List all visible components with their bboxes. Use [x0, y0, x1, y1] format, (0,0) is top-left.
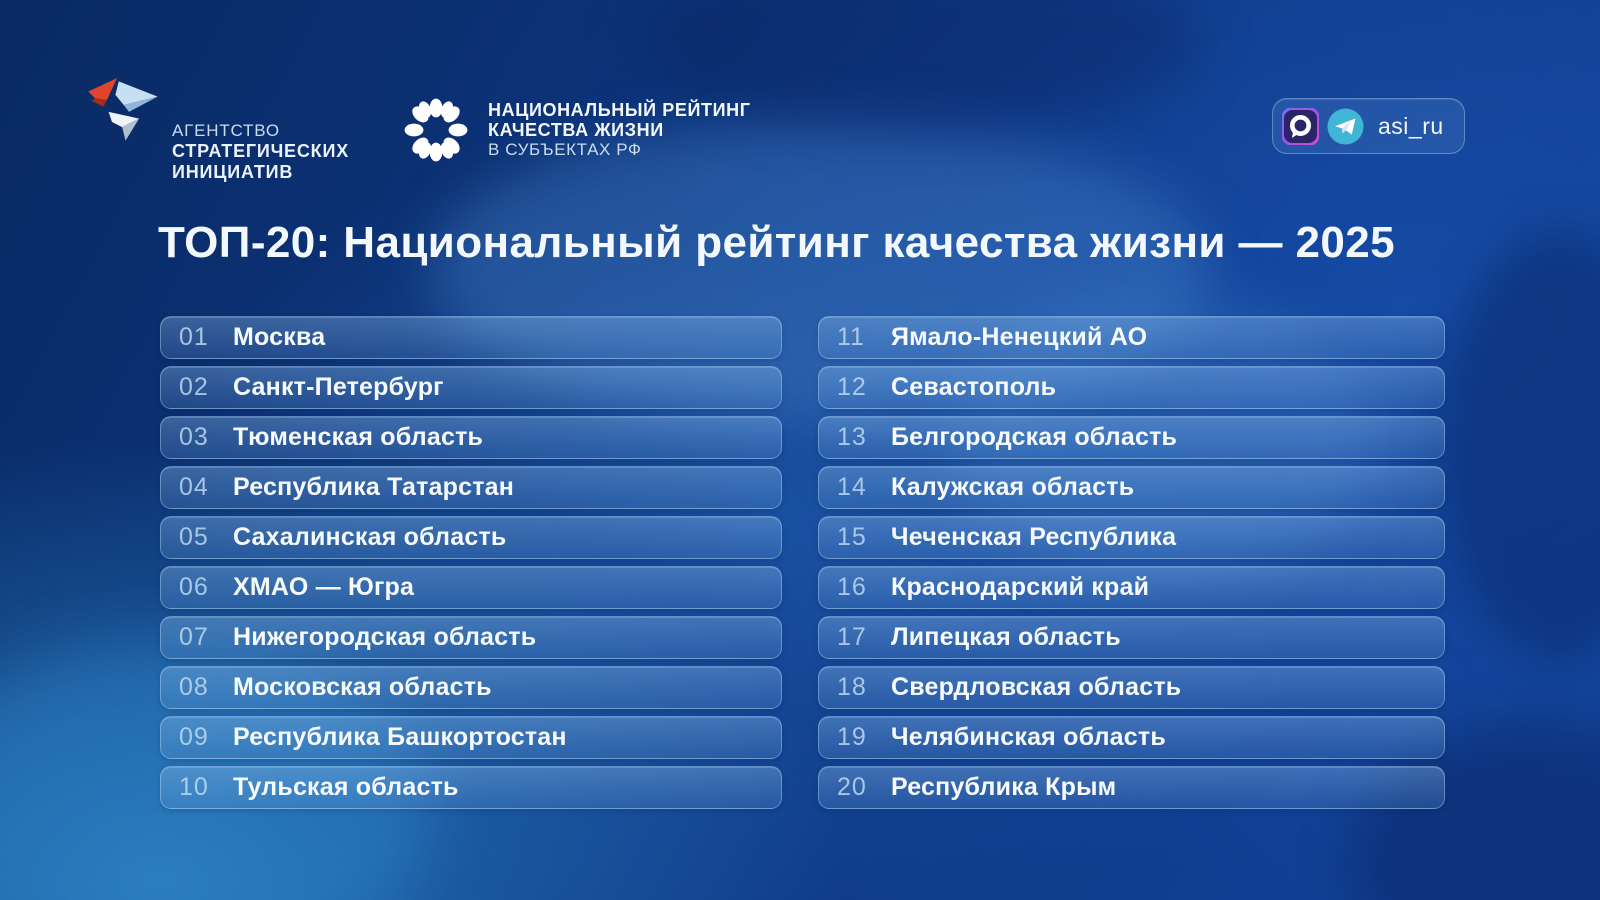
region-name: Москва — [233, 323, 326, 351]
region-name: ХМАО — Югра — [233, 573, 415, 601]
region-name: Республика Крым — [891, 773, 1117, 801]
page-title: ТОП-20: Национальный рейтинг качества жи… — [158, 218, 1396, 267]
region-name: Московская область — [233, 673, 492, 701]
region-name: Ямало-Ненецкий АО — [891, 323, 1148, 351]
asi-logo: АГЕНТСТВО СТРАТЕГИЧЕСКИХ ИНИЦИАТИВ — [84, 74, 349, 183]
ranking-row: 13 Белгородская область — [818, 416, 1445, 459]
rank-number: 03 — [179, 423, 209, 451]
ranking-row: 14 Калужская область — [818, 466, 1445, 509]
rating-logo-line1: НАЦИОНАЛЬНЫЙ РЕЙТИНГ — [488, 100, 751, 120]
asi-logo-line2: СТРАТЕГИЧЕСКИХ — [172, 141, 349, 161]
region-name: Тюменская область — [233, 423, 484, 451]
rank-number: 13 — [837, 423, 867, 451]
region-name: Севастополь — [891, 373, 1057, 401]
ranking-row: 11 Ямало-Ненецкий АО — [818, 316, 1445, 359]
ranking-row: 18 Свердловская область — [818, 666, 1445, 709]
ranking-column-left: 01 Москва 02 Санкт-Петербург 03 Тюменска… — [160, 316, 782, 816]
rating-logo: НАЦИОНАЛЬНЫЙ РЕЙТИНГ КАЧЕСТВА ЖИЗНИ В СУ… — [402, 96, 751, 164]
rank-number: 16 — [837, 573, 867, 601]
rank-number: 12 — [837, 373, 867, 401]
region-name: Республика Татарстан — [233, 473, 515, 501]
region-name: Белгородская область — [891, 423, 1178, 451]
rank-number: 19 — [837, 723, 867, 751]
ranking-row: 10 Тульская область — [160, 766, 782, 809]
region-name: Челябинская область — [891, 723, 1166, 751]
rank-number: 05 — [179, 523, 209, 551]
asi-logo-line1: АГЕНТСТВО — [172, 121, 280, 140]
ranking-row: 19 Челябинская область — [818, 716, 1445, 759]
region-name: Республика Башкортостан — [233, 723, 567, 751]
ranking-row: 01 Москва — [160, 316, 782, 359]
ranking-row: 20 Республика Крым — [818, 766, 1445, 809]
rank-number: 08 — [179, 673, 209, 701]
region-name: Свердловская область — [891, 673, 1182, 701]
rank-number: 09 — [179, 723, 209, 751]
telegram-icon[interactable] — [1327, 108, 1364, 145]
region-name: Сахалинская область — [233, 523, 507, 551]
region-name: Тульская область — [233, 773, 459, 801]
rating-logo-line2: КАЧЕСТВА ЖИЗНИ — [488, 120, 664, 140]
rank-number: 07 — [179, 623, 209, 651]
rank-number: 14 — [837, 473, 867, 501]
region-name: Нижегородская область — [233, 623, 537, 651]
rating-logo-line3: В СУБЪЕКТАХ РФ — [488, 140, 642, 159]
region-name: Чеченская Республика — [891, 523, 1177, 551]
ranking-row: 02 Санкт-Петербург — [160, 366, 782, 409]
ranking-row: 05 Сахалинская область — [160, 516, 782, 559]
ranking-row: 04 Республика Татарстан — [160, 466, 782, 509]
ranking-row: 17 Липецкая область — [818, 616, 1445, 659]
flower-icon — [404, 98, 468, 162]
rank-number: 04 — [179, 473, 209, 501]
region-name: Санкт-Петербург — [233, 373, 444, 401]
ranking-row: 15 Чеченская Республика — [818, 516, 1445, 559]
rank-number: 02 — [179, 373, 209, 401]
rank-number: 06 — [179, 573, 209, 601]
max-messenger-icon[interactable] — [1282, 107, 1319, 145]
social-badge[interactable]: asi_ru — [1272, 98, 1465, 154]
ranking-column-right: 11 Ямало-Ненецкий АО 12 Севастополь 13 Б… — [818, 316, 1445, 816]
rank-number: 10 — [179, 773, 209, 801]
ranking-row: 06 ХМАО — Югра — [160, 566, 782, 609]
asi-paper-planes-icon — [88, 78, 158, 141]
region-name: Краснодарский край — [891, 573, 1150, 601]
rank-number: 01 — [179, 323, 209, 351]
ranking-row: 08 Московская область — [160, 666, 782, 709]
ranking-row: 09 Республика Башкортостан — [160, 716, 782, 759]
ranking-row: 16 Краснодарский край — [818, 566, 1445, 609]
region-name: Липецкая область — [891, 623, 1121, 651]
social-handle[interactable]: asi_ru — [1378, 112, 1444, 139]
rank-number: 20 — [837, 773, 867, 801]
rank-number: 11 — [837, 323, 865, 351]
region-name: Калужская область — [891, 473, 1135, 501]
rank-number: 15 — [837, 523, 867, 551]
ranking-row: 07 Нижегородская область — [160, 616, 782, 659]
ranking-row: 12 Севастополь — [818, 366, 1445, 409]
asi-logo-line3: ИНИЦИАТИВ — [172, 162, 294, 182]
ranking-row: 03 Тюменская область — [160, 416, 782, 459]
rank-number: 18 — [837, 673, 867, 701]
rank-number: 17 — [837, 623, 867, 651]
